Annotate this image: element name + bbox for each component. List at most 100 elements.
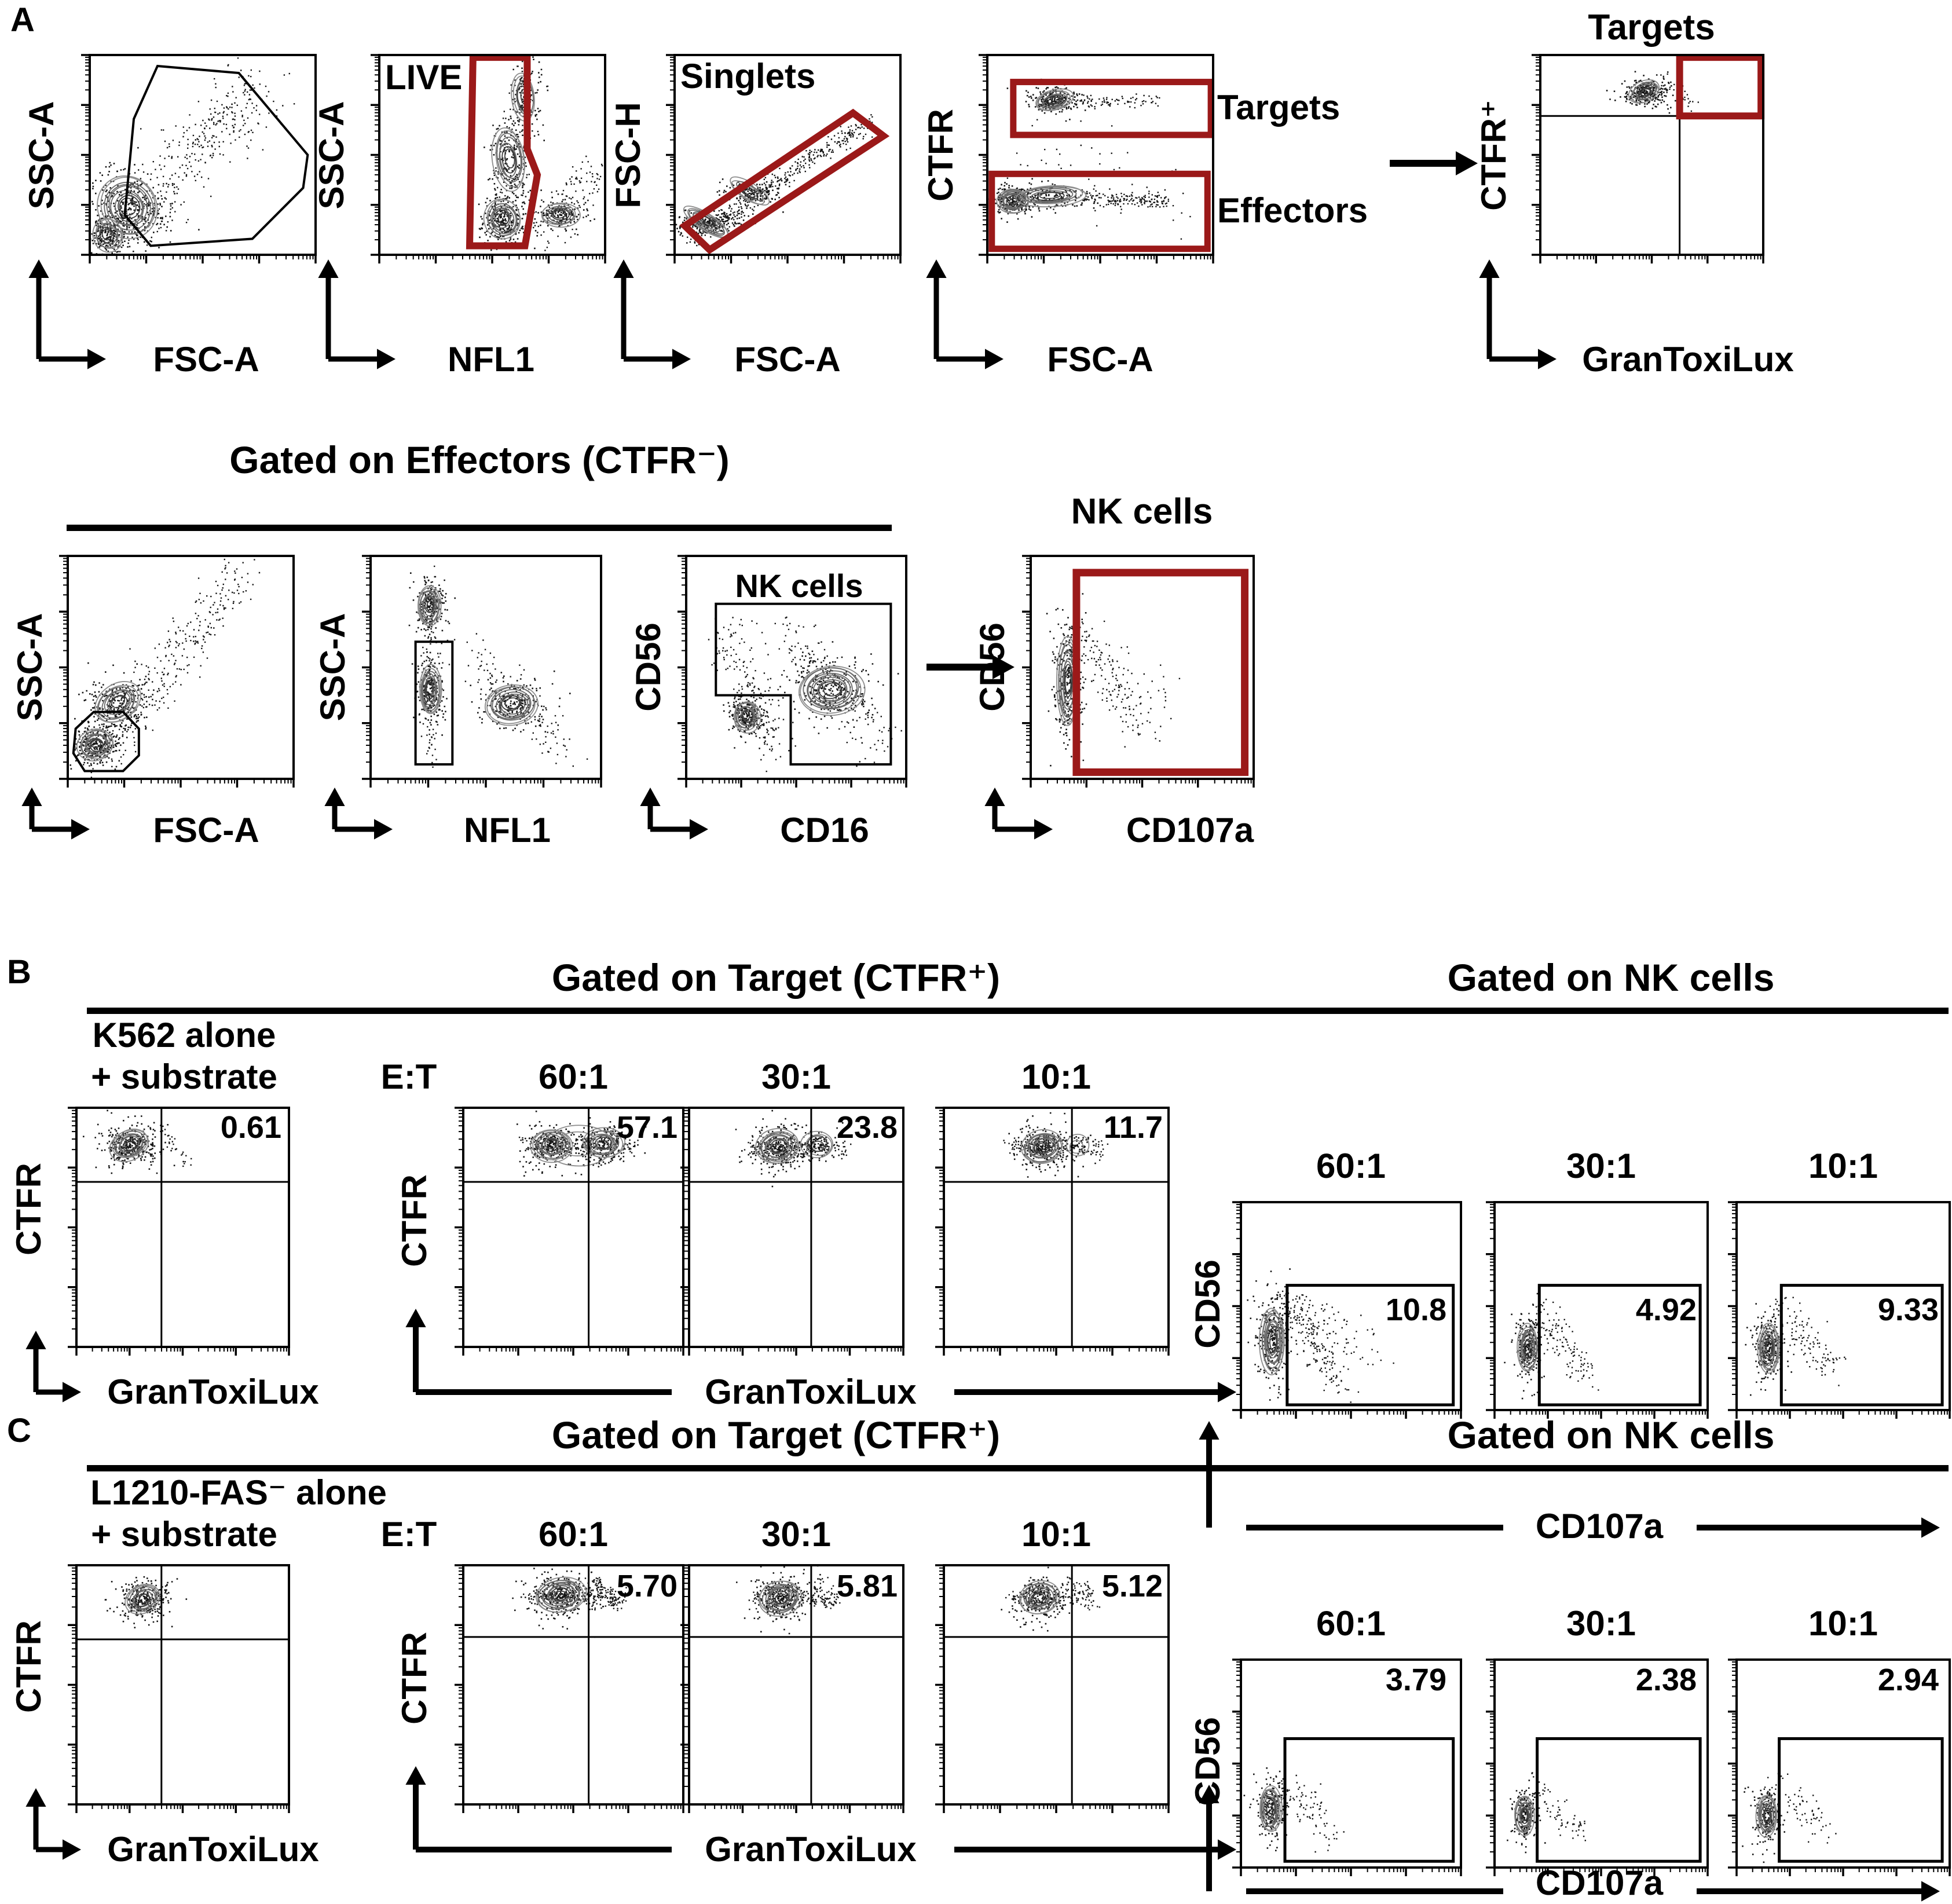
contour-ring — [420, 668, 441, 713]
y-axis-label: CTFR — [395, 1174, 434, 1267]
contour-ring — [768, 1137, 789, 1155]
contour-ring — [768, 1586, 793, 1607]
scatter-dots — [1046, 593, 1181, 767]
contour-ring — [1760, 1803, 1774, 1829]
contour-ring — [807, 670, 858, 709]
contour-ring — [90, 738, 101, 748]
plot-c-nk-30-1 — [1486, 1658, 1709, 1876]
contour-ring — [530, 1129, 573, 1163]
y-axis-label: CTFR — [9, 1163, 48, 1255]
plot-frame — [1240, 1201, 1462, 1411]
gate — [715, 602, 892, 766]
plot-title-targets: Targets — [1588, 8, 1715, 47]
plot-frame — [1493, 1201, 1709, 1411]
plot-frame — [943, 1564, 1170, 1806]
ratio-30-1: 30:1 — [761, 1057, 832, 1096]
et-ratio-label: E:T — [380, 1057, 437, 1096]
contour-ring — [587, 1133, 617, 1156]
contour-ring — [548, 1585, 572, 1602]
contour-ring — [551, 208, 570, 221]
panel-c-letter: C — [7, 1412, 31, 1449]
contour-ring — [532, 1130, 571, 1160]
panel-c-header-left: Gated on Target (CTFR⁺) — [551, 1414, 1001, 1456]
x-axis-label: CD16 — [780, 811, 869, 850]
scatter-dots — [1243, 1767, 1345, 1853]
contour-ring — [807, 672, 853, 707]
percent-b-10-1: 11.7 — [1103, 1110, 1163, 1145]
nk-ratio-30-1: 30:1 — [1566, 1147, 1636, 1185]
contour-ring — [426, 600, 434, 613]
y-axis-label: SSC-A — [10, 613, 49, 722]
plot-b-control — [68, 1107, 290, 1356]
contour-ring — [800, 1130, 834, 1159]
contour-ring — [548, 207, 572, 223]
contour-ring — [1757, 1795, 1778, 1834]
gate — [1283, 1737, 1455, 1863]
contour-ring — [1023, 1133, 1063, 1165]
contour-ring — [115, 192, 143, 222]
panel-c-underline-right — [1274, 1465, 1949, 1471]
contour-ring — [823, 682, 842, 697]
y-axis-label: SSC-A — [312, 101, 351, 210]
contour-ring — [492, 689, 532, 720]
contour-ring — [138, 1594, 151, 1604]
contour-ring — [1514, 1796, 1533, 1833]
contour-ring — [495, 130, 526, 188]
nk-ratio-10-1: 10:1 — [1808, 1604, 1878, 1643]
contour-ring — [1763, 1807, 1772, 1825]
gate-inner-label-nk-cells: NK cells — [735, 567, 863, 604]
contour-ring — [1766, 1339, 1773, 1355]
percent-b-30-1: 23.8 — [836, 1110, 898, 1145]
contour-ring — [101, 228, 112, 241]
contour-ring — [122, 1138, 139, 1152]
contour-ring — [118, 195, 141, 219]
contour-ring — [1035, 88, 1074, 111]
contour-ring — [544, 1125, 614, 1167]
gate — [1536, 1737, 1702, 1863]
plot-b-nk-10-1 — [1728, 1201, 1951, 1419]
contour-ring — [764, 1135, 793, 1159]
y-axis-label: CD56 — [1188, 1259, 1227, 1349]
contour-ring — [111, 695, 126, 708]
flow-plot-svg — [371, 54, 606, 263]
percent-c-nk-30-1: 2.38 — [1635, 1663, 1697, 1697]
contour-ring — [488, 203, 518, 236]
contour-ring — [1764, 1337, 1774, 1357]
contour-ring — [423, 595, 435, 617]
x-axis-label: GranToxiLux — [107, 1372, 319, 1411]
gate — [1072, 569, 1249, 776]
contour-ring — [1638, 87, 1652, 98]
contour-ring — [760, 1132, 797, 1162]
contour-ring — [1038, 90, 1068, 109]
plot-frame — [673, 54, 902, 256]
flow-plot-svg — [455, 1107, 684, 1356]
contour-ring — [498, 693, 529, 717]
plot-c-30-1 — [680, 1564, 904, 1813]
plot-ctfr-vs-fsca — [979, 54, 1214, 263]
contour-ring — [94, 681, 141, 723]
x-axis-label: CD107a — [1535, 1507, 1664, 1546]
panel-c-header-right: Gated on NK cells — [1447, 1414, 1775, 1456]
plot-frame — [1735, 1658, 1951, 1869]
panel-b-letter: B — [7, 953, 31, 991]
gate-label-targets: Targets — [1217, 88, 1341, 127]
gate — [72, 711, 140, 772]
contour-ring — [552, 210, 566, 219]
plot-c-nk-10-1 — [1728, 1658, 1951, 1876]
flow-plot-svg — [1486, 1658, 1709, 1876]
panel-b-header-left: Gated on Target (CTFR⁺) — [551, 956, 1001, 999]
y-axis-label: FSC-H — [609, 102, 647, 208]
contour-ring — [1031, 190, 1070, 202]
flow-plot-svg — [1728, 1658, 1951, 1876]
contour-ring — [596, 1140, 610, 1150]
contour-ring — [547, 1584, 576, 1605]
contour-ring — [552, 1590, 568, 1602]
scatter-dots — [1247, 1268, 1394, 1403]
contour-ring — [1034, 1141, 1050, 1154]
plot-frame — [1493, 1658, 1709, 1869]
contour-ring — [1266, 1324, 1279, 1356]
x-axis-label: FSC-A — [1047, 340, 1153, 379]
contour-ring — [1261, 1793, 1278, 1827]
plot-frame — [1735, 1201, 1951, 1411]
